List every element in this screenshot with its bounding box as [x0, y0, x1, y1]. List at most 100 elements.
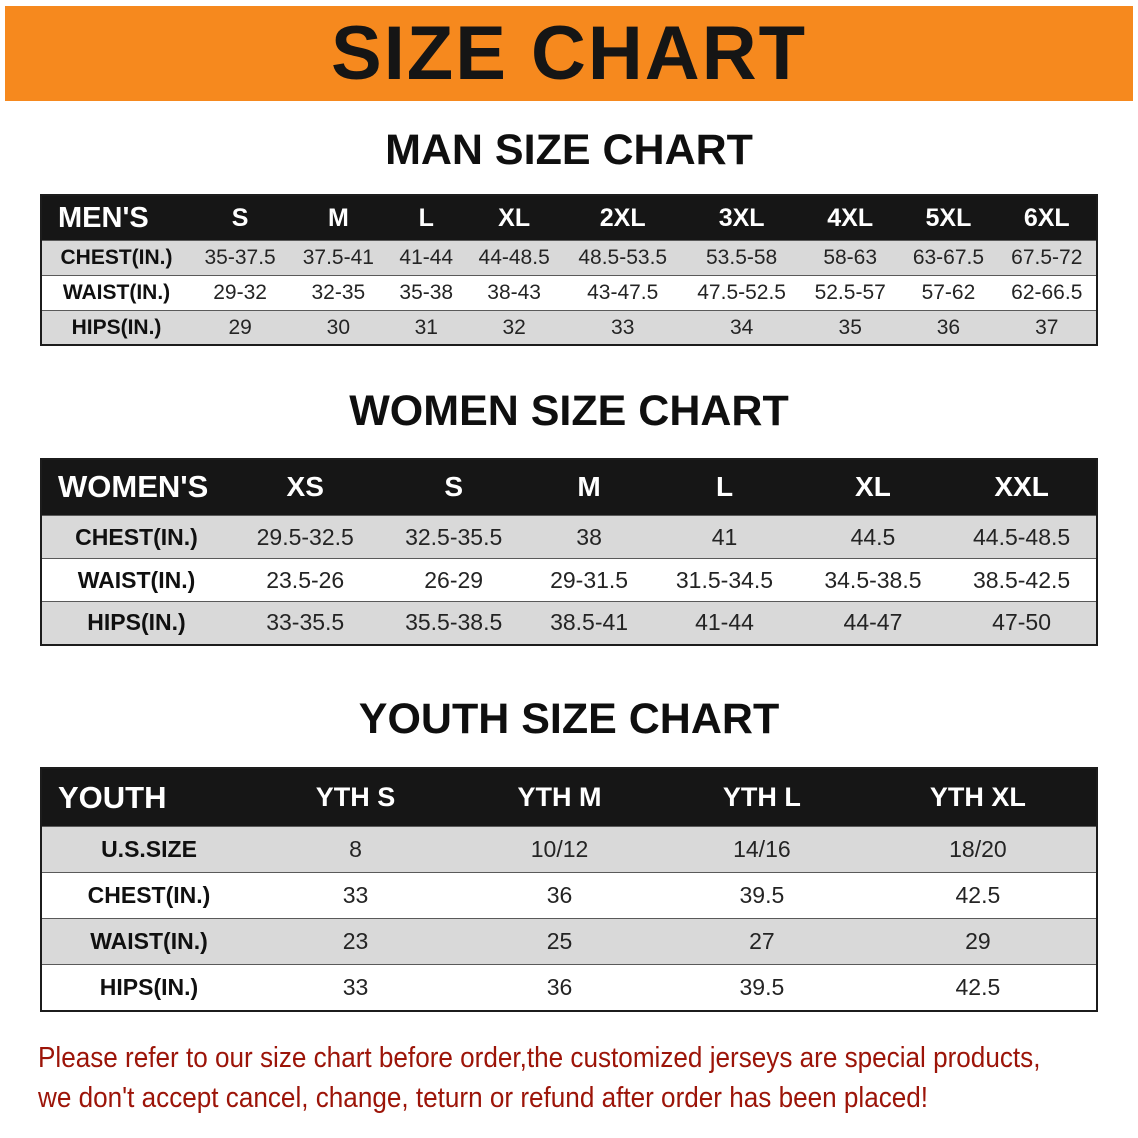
size-value-cell: 27 — [663, 918, 860, 965]
size-value-cell: 44.5 — [798, 515, 948, 559]
measurement-row: WAIST(IN.) 29-32 32-35 35-38 38-43 43-47.5 47.… — [41, 274, 1097, 311]
size-value-cell: 29 — [191, 309, 290, 346]
size-value-cell: 31 — [387, 309, 466, 346]
header-row: MEN'S S M L XL 2XL 3XL 4XL 5XL 6XL — [41, 195, 1097, 241]
size-value-cell: 42.5 — [859, 872, 1097, 919]
womens-section: WOMEN SIZE CHART WOMEN'S XS S M L XL XXL CHEST(… — [0, 387, 1138, 646]
size-value-cell: 32-35 — [289, 274, 388, 311]
size-value-cell: 29.5-32.5 — [231, 515, 380, 559]
measurement-row-label: CHEST(IN.) — [41, 515, 231, 559]
size-value-cell: 62-66.5 — [997, 274, 1097, 311]
size-value-cell: 67.5-72 — [997, 239, 1097, 276]
size-value-cell: 33 — [563, 309, 683, 346]
measurement-row-label: WAIST(IN.) — [41, 274, 191, 311]
banner: SIZE CHART — [5, 6, 1133, 101]
size-value-cell: 41 — [650, 515, 799, 559]
size-chart-image: SIZE CHART MAN SIZE CHART MEN'S S M L XL 2XL 3… — [0, 6, 1138, 1119]
size-column-header: XS — [231, 458, 380, 516]
size-value-cell: 38 — [527, 515, 651, 559]
size-value-cell: 34 — [682, 309, 802, 346]
size-value-cell: 38-43 — [465, 274, 564, 311]
size-value-cell: 63-67.5 — [899, 239, 998, 276]
size-value-cell: 35 — [801, 309, 900, 346]
size-value-cell: 32 — [465, 309, 564, 346]
measurement-row: CHEST(IN.) 35-37.5 37.5-41 41-44 44-48.5 48.5… — [41, 239, 1097, 276]
disclaimer-line-2: we don't accept cancel, change, teturn o… — [38, 1082, 929, 1115]
measurement-row: HIPS(IN.) 33 36 39.5 42.5 — [41, 964, 1097, 1011]
size-value-cell: 47.5-52.5 — [682, 274, 802, 311]
size-column-header: XXL — [947, 458, 1097, 516]
size-column-header: YTH M — [455, 767, 664, 827]
measurement-row-label: U.S.SIZE — [41, 826, 256, 873]
size-column-header: 5XL — [899, 195, 998, 241]
size-value-cell: 33 — [256, 872, 456, 919]
measurement-row: WAIST(IN.) 23.5-26 26-29 29-31.5 31.5-34.5 34… — [41, 558, 1097, 602]
size-value-cell: 29-32 — [191, 274, 290, 311]
size-value-cell: 52.5-57 — [801, 274, 900, 311]
size-value-cell: 41-44 — [650, 601, 799, 645]
header-row: YOUTH YTH S YTH M YTH L YTH XL — [41, 767, 1097, 827]
size-value-cell: 58-63 — [801, 239, 900, 276]
size-value-cell: 26-29 — [379, 558, 528, 602]
header-row: WOMEN'S XS S M L XL XXL — [41, 458, 1097, 516]
size-column-header: 3XL — [682, 195, 802, 241]
size-value-cell: 36 — [899, 309, 998, 346]
size-column-header: XL — [465, 195, 564, 241]
measurement-row-label: HIPS(IN.) — [41, 309, 191, 346]
measurement-row: WAIST(IN.) 23 25 27 29 — [41, 918, 1097, 965]
size-value-cell: 30 — [289, 309, 388, 346]
measurement-row-label: CHEST(IN.) — [41, 239, 191, 276]
size-value-cell: 39.5 — [663, 964, 860, 1011]
size-column-header: 2XL — [563, 195, 683, 241]
table-corner-label: WOMEN'S — [41, 458, 231, 516]
measurement-row-label: HIPS(IN.) — [41, 601, 231, 645]
youth-section-heading: YOUTH SIZE CHART — [358, 694, 780, 743]
size-value-cell: 33 — [256, 964, 456, 1011]
size-value-cell: 36 — [455, 964, 664, 1011]
size-column-header: S — [191, 195, 290, 241]
measurement-row-label: WAIST(IN.) — [41, 558, 231, 602]
size-value-cell: 35-38 — [387, 274, 466, 311]
size-value-cell: 41-44 — [387, 239, 466, 276]
size-value-cell: 37.5-41 — [289, 239, 388, 276]
size-column-header: S — [379, 458, 528, 516]
page-title: SIZE CHART — [331, 10, 807, 96]
size-column-header: 4XL — [801, 195, 900, 241]
size-value-cell: 48.5-53.5 — [563, 239, 683, 276]
size-column-header: M — [527, 458, 651, 516]
size-value-cell: 47-50 — [947, 601, 1097, 645]
size-value-cell: 29-31.5 — [527, 558, 651, 602]
size-value-cell: 36 — [455, 872, 664, 919]
size-value-cell: 23.5-26 — [231, 558, 380, 602]
mens-section: MAN SIZE CHART MEN'S S M L XL 2XL 3XL 4XL 5XL 6XL… — [0, 126, 1138, 347]
size-value-cell: 35-37.5 — [191, 239, 290, 276]
size-value-cell: 57-62 — [899, 274, 998, 311]
size-value-cell: 44-48.5 — [465, 239, 564, 276]
size-value-cell: 33-35.5 — [231, 601, 380, 645]
size-column-header: XL — [798, 458, 948, 516]
size-value-cell: 44-47 — [798, 601, 948, 645]
size-value-cell: 31.5-34.5 — [650, 558, 799, 602]
size-value-cell: 38.5-41 — [527, 601, 651, 645]
measurement-row: CHEST(IN.) 29.5-32.5 32.5-35.5 38 41 44.5 44.5… — [41, 515, 1097, 559]
size-value-cell: 10/12 — [455, 826, 664, 873]
measurement-row: U.S.SIZE 8 10/12 14/16 18/20 — [41, 826, 1097, 873]
size-value-cell: 34.5-38.5 — [798, 558, 948, 602]
size-value-cell: 29 — [859, 918, 1097, 965]
size-value-cell: 18/20 — [859, 826, 1097, 873]
measurement-row: HIPS(IN.) 29 30 31 32 33 34 35 36 37 — [41, 309, 1097, 346]
mens-section-heading: MAN SIZE CHART — [385, 126, 753, 174]
measurement-row-label: WAIST(IN.) — [41, 918, 256, 965]
disclaimer-notice: Please refer to our size chart before or… — [0, 1038, 1138, 1119]
womens-section-heading: WOMEN SIZE CHART — [349, 387, 789, 436]
mens-size-table: MEN'S S M L XL 2XL 3XL 4XL 5XL 6XL CHEST(IN.) 35-37… — [40, 194, 1098, 347]
size-column-header: L — [650, 458, 799, 516]
youth-size-table: YOUTH YTH S YTH M YTH L YTH XL U.S.SIZE 8 10/12… — [40, 766, 1098, 1012]
size-value-cell: 35.5-38.5 — [379, 601, 528, 645]
disclaimer-line-1: Please refer to our size chart before or… — [38, 1041, 1041, 1074]
size-value-cell: 38.5-42.5 — [947, 558, 1097, 602]
size-column-header: YTH L — [663, 767, 860, 827]
size-value-cell: 39.5 — [663, 872, 860, 919]
measurement-row: CHEST(IN.) 33 36 39.5 42.5 — [41, 872, 1097, 919]
size-column-header: YTH S — [256, 767, 456, 827]
